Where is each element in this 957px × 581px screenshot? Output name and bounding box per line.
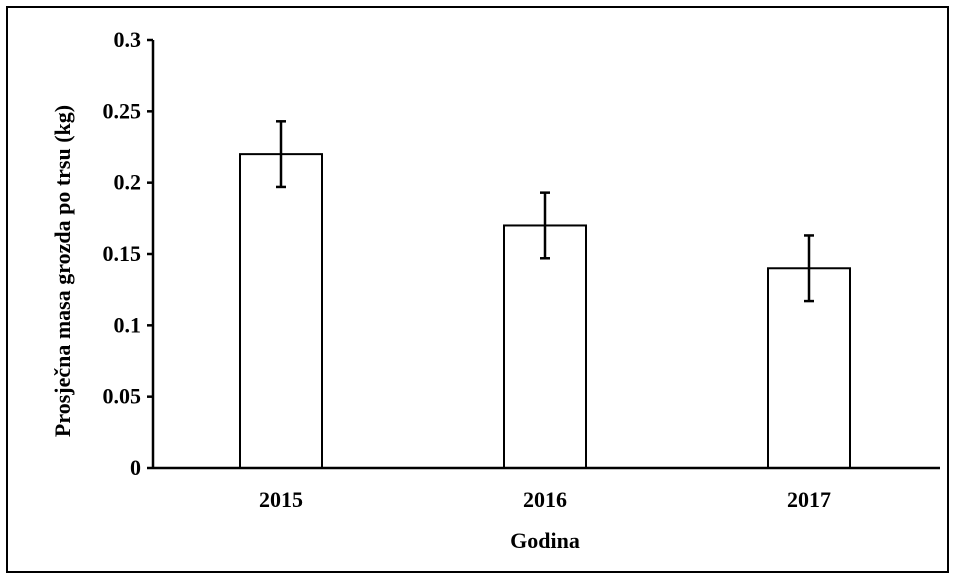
error-bars-layer (276, 120, 814, 303)
bar-2015 (239, 153, 323, 469)
error-bar-2016 (540, 191, 550, 260)
x-tick-label: 2017 (787, 487, 831, 512)
error-bar-2015 (276, 120, 286, 189)
y-tick-label: 0.3 (114, 27, 142, 52)
bar-2016 (503, 224, 587, 469)
x-axis-label: Godina (510, 528, 580, 553)
y-tick-label: 0.2 (114, 170, 142, 195)
y-tick-label: 0 (130, 455, 141, 480)
y-tick-label: 0.15 (103, 241, 142, 266)
y-ticks-layer: 0 0.05 0.1 0.15 0.2 0.25 0.3 (103, 27, 153, 480)
y-tick-label: 0.05 (103, 384, 142, 409)
y-tick-label: 0.1 (114, 312, 142, 337)
x-tick-label: 2015 (259, 487, 303, 512)
bar-2017 (767, 267, 851, 469)
x-tick-label: 2016 (523, 487, 567, 512)
x-ticks-layer: 2015 2016 2017 (259, 487, 831, 512)
error-bar-2017 (804, 234, 814, 303)
y-axis-label: Prosječna masa grozda po trsu (kg) (50, 105, 75, 437)
y-tick-label: 0.25 (103, 98, 142, 123)
